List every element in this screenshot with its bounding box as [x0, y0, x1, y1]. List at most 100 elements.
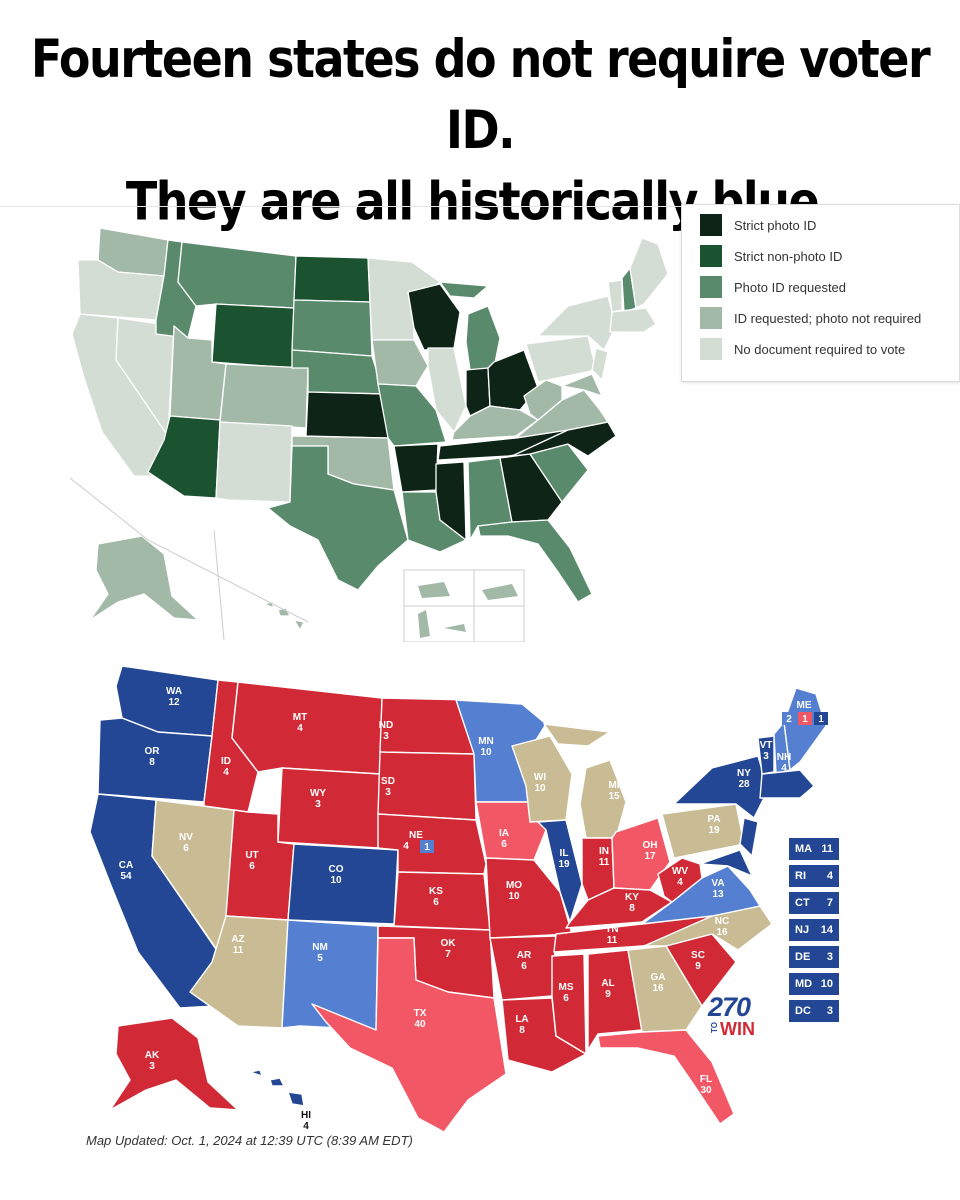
map2-state-ky: [565, 887, 673, 929]
map1-state-ak: [89, 535, 199, 621]
legend-label: No document required to vote: [734, 341, 906, 357]
map2-state-vt: [757, 735, 775, 775]
map2-state-nj: [739, 817, 759, 857]
state-label-sd: SD 3: [381, 776, 395, 798]
map1-state-ar: [393, 443, 439, 493]
270towin-logo: 270 TO WIN: [708, 992, 762, 1040]
map2-labels: WA 12 OR 8 CA 54 NV 6 ID 4 MT 4 WY 3 UT 6 AZ 11 C…: [119, 686, 828, 1132]
state-label-wy: WY 3: [310, 788, 326, 810]
map2-state-mo: [485, 857, 573, 939]
me-district-box-3: [814, 712, 828, 725]
me-district-box-2: [798, 712, 812, 725]
state-label-oh: OH 17: [643, 840, 658, 862]
map1-state-ms: [435, 461, 467, 541]
state-label-hi: HI 4: [301, 1110, 311, 1132]
map2-state-co: [287, 843, 399, 925]
state-label-co: CO 10: [329, 864, 344, 886]
state-label-nv: NV 6: [179, 832, 193, 854]
state-label-vt: VT 3: [760, 740, 773, 762]
me-district-label-2: 1: [802, 714, 808, 725]
small-state-ma[interactable]: MA 11: [789, 838, 839, 860]
state-label-ga: GA 16: [651, 972, 666, 994]
state-label-pa: PA 19: [707, 814, 720, 836]
legend-label: Photo ID requested: [734, 279, 847, 295]
state-label-ut: UT 6: [245, 850, 258, 872]
legend-item-id-requested: ID requested; photo not required: [700, 307, 921, 329]
map1-state-sd: [291, 299, 373, 357]
legend-swatch: [700, 307, 722, 329]
ne-district-box: [420, 840, 434, 853]
state-label-nh: NH 4: [777, 752, 791, 774]
map2-state-fl: [597, 1029, 735, 1125]
small-state-ri[interactable]: RI 4: [789, 865, 839, 887]
logo-to: TO: [710, 1022, 719, 1033]
state-label-nd: ND 3: [379, 720, 393, 742]
legend: Strict photo ID Strict non-photo ID Phot…: [681, 204, 960, 382]
map2-state-ks: [393, 871, 491, 931]
small-state-nj[interactable]: NJ 14: [789, 919, 839, 941]
map2-state-mt: [231, 681, 383, 775]
map2-state-al: [587, 949, 643, 1051]
legend-label: Strict non-photo ID: [734, 248, 843, 264]
map1-state-ky: [451, 405, 539, 441]
map1-state-nd: [293, 255, 371, 303]
state-label-ok: OK 7: [441, 938, 457, 960]
map1-state-ma-ct-ri: [609, 307, 657, 333]
divider: [0, 206, 960, 207]
state-label-ca: CA 54: [119, 860, 133, 882]
electoral-map: .sd{fill:#234794}.ld{fill:#557fd1}.sr{fi…: [89, 665, 828, 1133]
state-label-in: IN 11: [599, 846, 610, 868]
legend-swatch: [700, 338, 722, 360]
state-label-ne: NE 4: [403, 830, 423, 852]
legend-item-no-document: No document required to vote: [700, 338, 905, 360]
legend-swatch: [700, 276, 722, 298]
legend-swatch: [700, 214, 722, 236]
state-label-tn: TN 11: [605, 924, 618, 946]
state-label-me: ME: [797, 700, 812, 711]
map2-state-pa: [661, 803, 745, 859]
state-label-la: LA 8: [515, 1014, 528, 1036]
state-label-va: VA 13: [711, 878, 724, 900]
legend-swatch: [700, 245, 722, 267]
me-district-box-1: [782, 712, 796, 725]
map1-state-nj: [591, 347, 609, 381]
map-updated-text: Map Updated: Oct. 1, 2024 at 12:39 UTC (…: [86, 1133, 413, 1148]
map1-state-mo: [377, 383, 447, 447]
state-label-mo: MO 10: [506, 880, 522, 902]
state-label-az: AZ 11: [231, 934, 244, 956]
map1-territories: [418, 582, 518, 638]
state-label-ak: AK 3: [145, 1050, 160, 1072]
map2-state-wy: [277, 767, 381, 849]
map1-state-mt: [177, 241, 297, 309]
map2-state-hi: [249, 1069, 305, 1107]
state-label-or: OR 8: [145, 746, 161, 768]
state-label-fl: FL 30: [700, 1074, 712, 1096]
small-state-ct[interactable]: CT 7: [789, 892, 839, 914]
map1-state-va: [515, 389, 609, 439]
map1-state-hi: [263, 601, 305, 631]
ne-district-label: 1: [424, 842, 430, 853]
state-label-id: ID 4: [221, 756, 231, 778]
map1-inset-lines: [69, 477, 525, 642]
small-state-dc[interactable]: DC 3: [789, 1000, 839, 1022]
state-label-tx: TX 40: [414, 1008, 427, 1030]
small-state-md[interactable]: MD 10: [789, 973, 839, 995]
state-label-ia: IA 6: [499, 828, 509, 850]
map2-state-ia: [475, 801, 547, 861]
me-district-label-1: 2: [786, 714, 792, 725]
state-label-il: IL 19: [558, 848, 570, 870]
state-label-ny: NY 28: [737, 768, 751, 790]
state-label-mn: MN 10: [478, 736, 494, 758]
map1-state-fl: [477, 519, 593, 603]
state-label-ar: AR 6: [517, 950, 532, 972]
state-label-ks: KS 6: [429, 886, 443, 908]
voter-id-map: .a{fill:#0e2416}.b{fill:#1b5230}.c{fill:…: [69, 227, 669, 642]
state-label-al: AL 9: [601, 978, 614, 1000]
state-label-wi: WI 10: [534, 772, 546, 794]
state-label-sc: SC 9: [691, 950, 705, 972]
state-label-wv: WV 4: [672, 866, 688, 888]
small-state-de[interactable]: DE 3: [789, 946, 839, 968]
map2-state-de-md: [699, 849, 753, 877]
state-label-nm: NM 5: [312, 942, 328, 964]
legend-item-photo-requested: Photo ID requested: [700, 276, 846, 298]
